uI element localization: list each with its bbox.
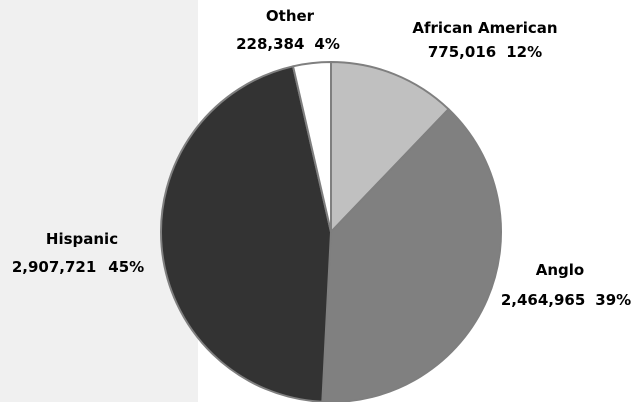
slice-name-other: Other <box>266 7 315 25</box>
slice-name-hispanic: Hispanic <box>46 230 118 248</box>
slice-value-anglo: 2,464,965 <box>501 291 585 309</box>
slice-value-other: 228,384 <box>236 35 304 53</box>
slice-values-anglo: 2,464,965 39% <box>501 291 631 309</box>
slice-name-african-american: African American <box>412 19 557 37</box>
pie-slice-other <box>292 61 332 233</box>
slice-label-other: Other 228,384 4% <box>236 7 340 53</box>
slice-values-african-american: 775,016 12% <box>428 43 542 61</box>
slice-percent-other: 4% <box>314 35 339 53</box>
slice-label-african-american: African American 775,016 12% <box>412 19 557 61</box>
slice-percent-african-american: 12% <box>506 43 542 61</box>
slice-value-hispanic: 2,907,721 <box>12 258 96 276</box>
pie-slices <box>160 61 503 402</box>
slice-label-anglo: Anglo 2,464,965 39% <box>501 261 631 309</box>
slice-value-african-american: 775,016 <box>428 43 496 61</box>
slice-label-hispanic: Hispanic 2,907,721 45% <box>12 230 144 276</box>
slice-percent-anglo: 39% <box>595 291 631 309</box>
slice-name-anglo: Anglo <box>536 261 584 279</box>
pie-slice-african-american <box>330 61 450 233</box>
slice-values-other: 228,384 4% <box>236 35 340 53</box>
pie-slice-hispanic <box>160 65 332 402</box>
slice-percent-hispanic: 45% <box>108 258 144 276</box>
slice-values-hispanic: 2,907,721 45% <box>12 258 144 276</box>
pie-slice-anglo <box>321 108 503 402</box>
